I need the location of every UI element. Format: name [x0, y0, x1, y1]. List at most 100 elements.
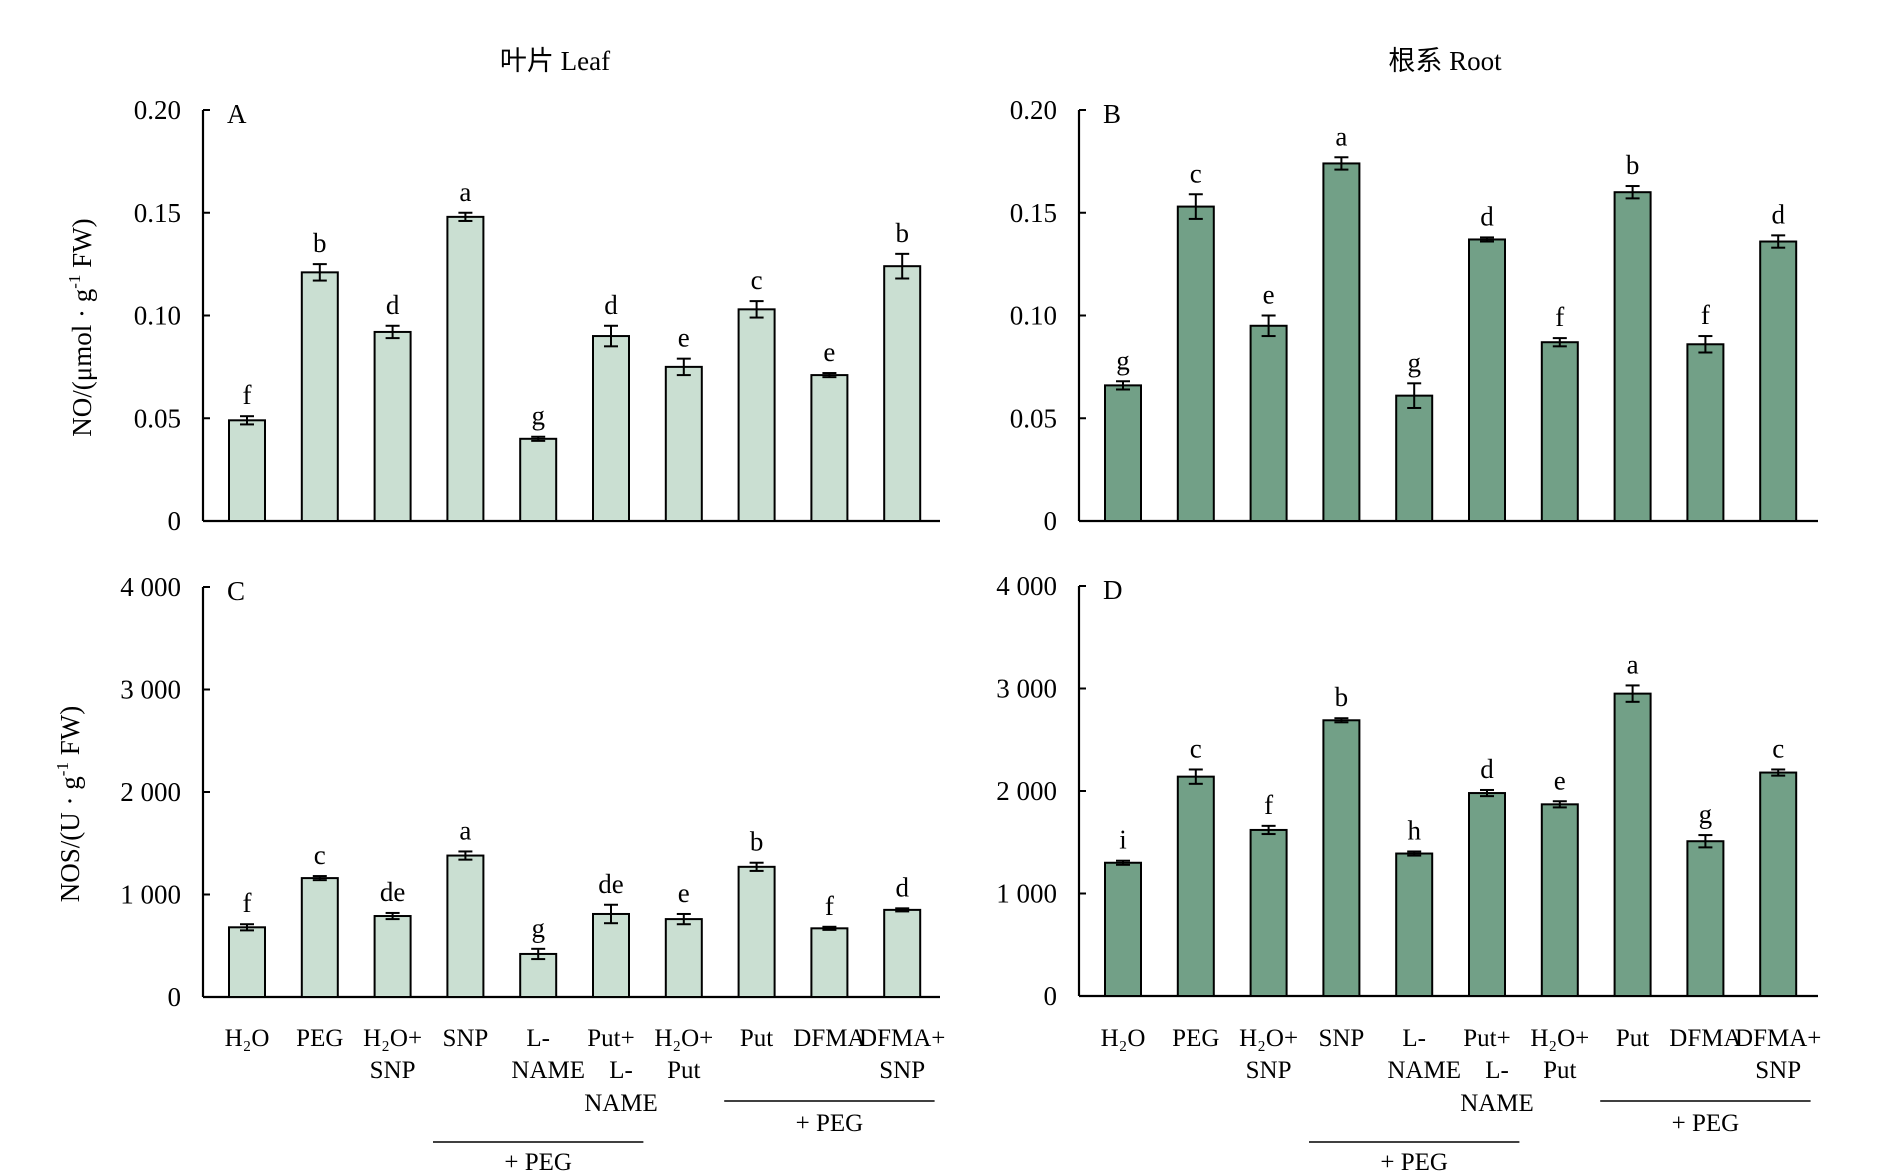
bar-H2O+SNP: [373, 915, 412, 999]
x-tick-label: L-: [1485, 1057, 1509, 1084]
x-tick-label: SNP: [1246, 1057, 1292, 1084]
bar-PEG: [300, 877, 339, 998]
bar-H2O+Put: [1540, 341, 1579, 522]
y-tick-label: 0.10: [134, 301, 181, 331]
y-tick-label: 0.20: [134, 95, 181, 125]
bar-Put+L-NAME: [592, 912, 630, 998]
bar-Put: [737, 865, 776, 999]
x-tick-label: L-: [1402, 1025, 1426, 1052]
significance-letter: f: [1264, 790, 1273, 820]
y-tick-label: 0.05: [134, 403, 181, 433]
significance-letter: a: [459, 177, 471, 207]
significance-letter: d: [1480, 201, 1494, 231]
bar-DFMA: [810, 374, 849, 522]
bar-SNP: [1322, 719, 1361, 998]
panel-letter: C: [227, 576, 245, 606]
x-tick-label: SNP: [442, 1025, 488, 1052]
bar-H2O+Put: [1540, 803, 1579, 998]
y-tick-label: 0.15: [134, 198, 181, 228]
significance-letter: e: [1554, 765, 1566, 795]
y-axis-label: NOS/(U · g-1 FW): [53, 706, 85, 902]
panel-letter: B: [1103, 99, 1121, 129]
bar-Put: [737, 308, 776, 522]
bar-DFMA+SNP: [883, 265, 922, 522]
bar-Put: [1613, 191, 1652, 522]
significance-letter: d: [604, 290, 618, 320]
y-tick-label: 4 000: [996, 571, 1057, 601]
significance-letter: f: [1555, 302, 1564, 332]
y-tick-label: 2 000: [996, 776, 1057, 806]
x-tick-label: H₂O+: [363, 1025, 422, 1052]
bar-Put+L-NAME: [1468, 238, 1506, 522]
bar-SNP: [446, 854, 485, 998]
significance-letter: g: [1116, 345, 1130, 375]
x-tick-label: H₂O: [225, 1025, 270, 1052]
x-tick-label: Put: [667, 1057, 700, 1084]
bar-DFMA: [1686, 840, 1725, 997]
y-axis-label-main: NOS/(U · g: [55, 776, 85, 902]
bar-L-NAME: [1395, 852, 1434, 998]
y-tick-label: 3 000: [996, 674, 1057, 704]
significance-letter: d: [1771, 199, 1785, 229]
x-tick-label: DFMA: [1669, 1025, 1741, 1052]
x-tick-label: PEG: [1172, 1025, 1219, 1052]
x-tick-label: Put: [740, 1025, 773, 1052]
significance-letter: b: [313, 228, 327, 258]
significance-letter: g: [1699, 799, 1713, 829]
y-tick-label: 0.15: [1010, 198, 1057, 228]
x-tick-label: NAME: [1460, 1090, 1534, 1117]
bar-DFMA+SNP: [1759, 771, 1798, 997]
x-tick-label: SNP: [1318, 1025, 1364, 1052]
bar-PEG: [1176, 775, 1215, 998]
significance-letter: g: [531, 913, 545, 943]
significance-letter: g: [1407, 347, 1421, 377]
x-tick-label: L-: [526, 1025, 550, 1052]
bar-Put+L-NAME: [1468, 792, 1506, 997]
y-tick-label: 0: [168, 506, 182, 536]
significance-letter: d: [386, 290, 400, 320]
significance-letter: f: [243, 380, 252, 410]
y-tick-label: 0.20: [1010, 95, 1057, 125]
x-tick-label: H₂O: [1101, 1025, 1146, 1052]
bar-H2O+Put: [664, 918, 703, 998]
significance-letter: d: [1480, 754, 1494, 784]
y-tick-label: 0: [168, 982, 182, 1012]
bar-DFMA: [1686, 343, 1725, 522]
x-tick-label: SNP: [1755, 1057, 1801, 1084]
x-tick-label: H₂O+: [1239, 1025, 1298, 1052]
x-tick-label: H₂O+: [1530, 1025, 1589, 1052]
significance-letter: c: [751, 265, 763, 295]
x-tick-label: Put+: [1463, 1025, 1510, 1052]
bar-PEG: [1176, 205, 1215, 523]
x-tick-label: DFMA+: [859, 1025, 945, 1052]
significance-letter: c: [1772, 733, 1784, 763]
y-axis-label-main: NO/(μmol · g: [67, 289, 97, 437]
panel-A: 0 0.05 0.10 0.15 0.20 A NO/(μmol · g-1 FW) f b d a…: [65, 95, 940, 536]
panel-letter: A: [227, 99, 247, 129]
significance-letter: b: [750, 827, 764, 857]
y-axis-label: NO/(μmol · g-1 FW): [65, 218, 97, 436]
bar-SNP: [446, 215, 485, 523]
x-tick-label: H₂O+: [654, 1025, 713, 1052]
significance-letter: c: [1190, 158, 1202, 188]
significance-letter: d: [895, 872, 909, 902]
bar-H2O+SNP: [1249, 324, 1288, 522]
bar-H2O+SNP: [1249, 828, 1288, 998]
bar-L-NAME: [519, 437, 558, 522]
column-title-leaf: 叶片 Leaf: [500, 46, 610, 76]
significance-letter: c: [314, 840, 326, 870]
panel-C: 0 1 000 2 000 3 000 4 000 C NOS/(U · g-1 FW) f c…: [53, 572, 945, 1173]
significance-letter: e: [823, 337, 835, 367]
bar-H2O: [228, 419, 266, 522]
x-tick-label: PEG: [296, 1025, 343, 1052]
significance-letter: h: [1407, 815, 1421, 845]
x-tick-label: Put+: [587, 1025, 634, 1052]
significance-letter: e: [678, 323, 690, 353]
bar-H2O: [1104, 384, 1142, 522]
y-tick-label: 0.05: [1010, 403, 1057, 433]
bar-Put: [1613, 692, 1652, 997]
x-tick-label: SNP: [370, 1057, 416, 1084]
x-tick-label: L-: [609, 1057, 633, 1084]
group-label: + PEG: [796, 1110, 864, 1137]
significance-letter: i: [1119, 825, 1127, 855]
